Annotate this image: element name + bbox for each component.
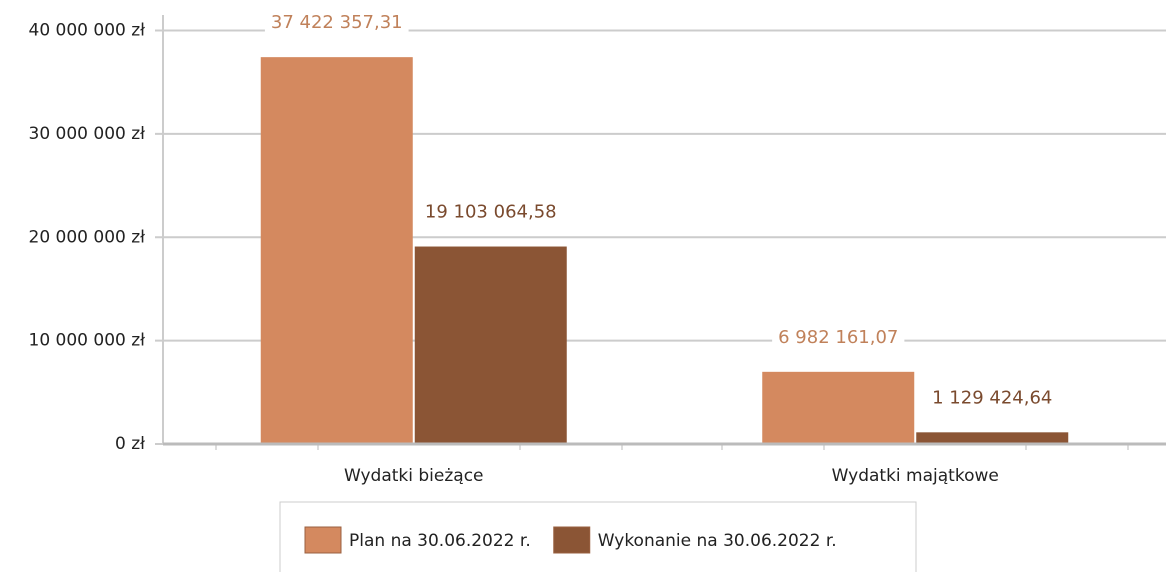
legend-label: Wykonanie na 30.06.2022 r.	[598, 531, 837, 551]
value-label: 37 422 357,31	[271, 12, 403, 33]
bar	[916, 432, 1069, 444]
y-tick-label: 30 000 000 zł	[29, 124, 146, 144]
y-tick-label: 20 000 000 zł	[29, 227, 146, 247]
y-tick-label: 10 000 000 zł	[29, 331, 146, 351]
legend-label: Plan na 30.06.2022 r.	[349, 531, 531, 551]
legend-swatch	[553, 526, 591, 554]
value-label-bg	[264, 10, 409, 37]
y-tick-label: 40 000 000 zł	[29, 21, 146, 41]
x-tick-label: Wydatki bieżące	[344, 466, 484, 486]
value-label-bg	[772, 324, 905, 351]
bar	[414, 246, 567, 444]
x-tick-label: Wydatki majątkowe	[832, 466, 999, 486]
value-label-bg	[926, 385, 1059, 412]
value-label: 19 103 064,58	[425, 202, 557, 223]
y-tick-label: 0 zł	[115, 434, 145, 454]
value-label: 6 982 161,07	[778, 327, 898, 348]
legend-swatch	[304, 526, 342, 554]
value-label-bg	[418, 199, 563, 226]
bar	[260, 57, 413, 445]
value-label: 1 129 424,64	[932, 387, 1052, 408]
legend-box	[279, 501, 917, 572]
bar	[762, 371, 915, 444]
